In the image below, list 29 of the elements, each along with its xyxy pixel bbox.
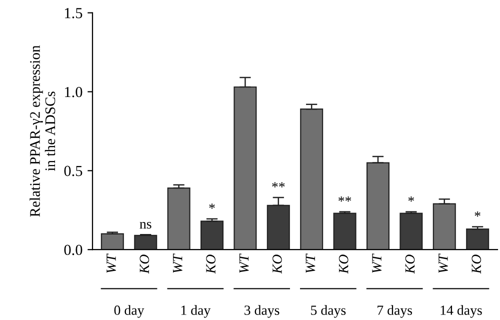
y-axis-title: Relative PPAR-γ2 expression in the ADSCs	[30, 45, 56, 217]
annotation: *	[209, 204, 215, 209]
text: KO	[272, 254, 282, 274]
text: KO	[405, 254, 415, 274]
text: KO	[140, 254, 150, 274]
annotation: *	[408, 196, 414, 202]
text: WT	[306, 254, 316, 273]
y-tick-label: 0.5	[64, 166, 82, 176]
annotation: ns	[140, 222, 152, 229]
text: KO	[338, 254, 348, 274]
annotation: *	[474, 212, 480, 217]
y-tick-label: 1.5	[65, 8, 82, 18]
x-tick-label: 5 days	[311, 305, 346, 318]
x-tick-label: 1 day	[181, 305, 211, 318]
text: WT	[239, 254, 249, 273]
annotation: **	[338, 196, 352, 202]
text: KO	[472, 254, 482, 274]
text: WT	[173, 254, 182, 273]
x-tick-label: 0 day	[114, 305, 144, 318]
text: WT	[372, 254, 382, 273]
x-tick-label: 3 days	[244, 305, 280, 318]
annotation: **	[272, 182, 285, 188]
text: WT	[106, 254, 116, 273]
y-tick-label: 0.0	[64, 244, 82, 256]
x-tick-label: 7 days	[378, 305, 412, 318]
text: WT	[438, 254, 448, 273]
y-tick-label: 1.0	[65, 86, 82, 98]
text: KO	[206, 254, 216, 274]
x-tick-label: 14 days	[440, 305, 482, 318]
